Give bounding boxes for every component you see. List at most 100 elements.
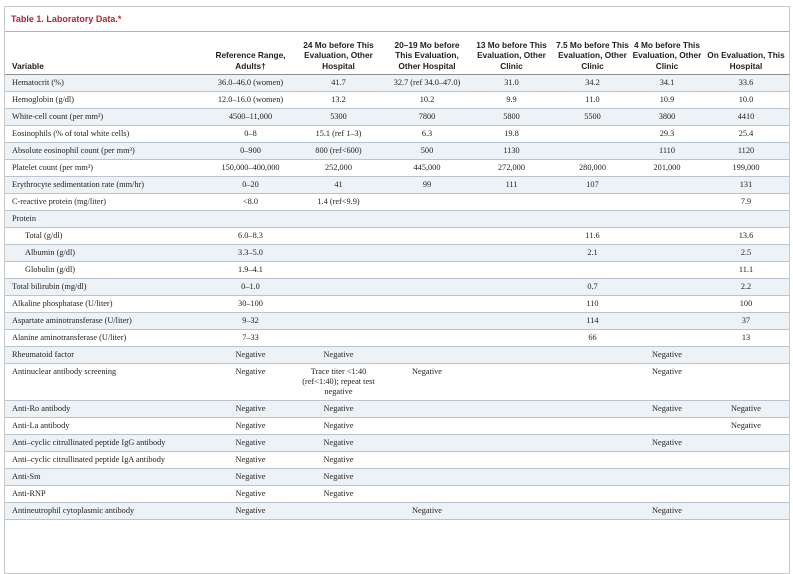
table-cell: Negative bbox=[652, 367, 682, 376]
table-cell: 2.2 bbox=[703, 278, 789, 296]
table-row: Eosinophils (% of total white cells) 0–8 1… bbox=[5, 126, 789, 143]
row-label: Globulin (g/dl) bbox=[25, 265, 76, 274]
table-frame: Table 1. Laboratory Data.* Variable Refe… bbox=[4, 6, 790, 574]
table-cell bbox=[385, 330, 469, 347]
table-cell: 0.7 bbox=[554, 278, 631, 296]
table-cell bbox=[385, 228, 469, 245]
row-label: C-reactive protein (mg/liter) bbox=[12, 197, 106, 206]
row-label: Platelet count (per mm³) bbox=[12, 163, 94, 172]
table-cell: 13 bbox=[741, 333, 751, 342]
table-cell bbox=[292, 228, 385, 245]
table-cell bbox=[554, 194, 631, 211]
row-label: Hematocrit (%) bbox=[5, 74, 209, 92]
table-row: Alkaline phosphatase (U/liter) 30–100 110 1… bbox=[5, 296, 789, 313]
table-cell bbox=[554, 486, 631, 503]
table-cell: 10.0 bbox=[738, 95, 754, 104]
table-cell bbox=[292, 278, 385, 296]
table-cell: Trace titer <1:40 (ref<1:40); repeat tes… bbox=[302, 367, 375, 396]
table-row: Anti-La antibody Negative Negative Negative bbox=[5, 418, 789, 435]
table-cell bbox=[385, 434, 469, 452]
table-cell: 30–100 bbox=[238, 299, 263, 308]
table-row: Anti–cyclic citrullinated peptide IgA an… bbox=[5, 452, 789, 469]
table-row: Alanine aminotransferase (U/liter) 7–33 66… bbox=[5, 330, 789, 347]
table-cell bbox=[703, 486, 789, 503]
table-cell: 5800 bbox=[469, 108, 554, 126]
table-cell bbox=[385, 278, 469, 296]
table-cell: 6.0–8.3 bbox=[238, 231, 263, 240]
table-cell: 7800 bbox=[385, 108, 469, 126]
table-cell bbox=[385, 418, 469, 435]
table-cell bbox=[631, 210, 703, 228]
table-cell: 2.5 bbox=[703, 244, 789, 262]
table-cell: 33.6 bbox=[703, 74, 789, 92]
table-cell: 3800 bbox=[631, 108, 703, 126]
table-cell bbox=[469, 418, 554, 435]
header-13mo: 13 Mo before This Evaluation, Other Clin… bbox=[469, 32, 554, 75]
table-row: Hemoglobin (g/dl) 12.0–16.0 (women) 13.2 10… bbox=[5, 92, 789, 109]
table-cell bbox=[292, 296, 385, 313]
row-label: Eosinophils (% of total white cells) bbox=[12, 129, 130, 138]
table-cell: Negative bbox=[631, 346, 703, 364]
table-cell: 34.2 bbox=[554, 74, 631, 92]
table-cell bbox=[292, 244, 385, 262]
table-cell: 280,000 bbox=[579, 163, 606, 172]
table-cell: 12.0–16.0 (women) bbox=[217, 95, 284, 104]
table-cell: Negative bbox=[412, 367, 442, 376]
table-cell: 800 (ref<600) bbox=[292, 142, 385, 160]
table-cell bbox=[703, 364, 789, 401]
table-row: Antinuclear antibody screening Negative Tr… bbox=[5, 364, 789, 401]
table-cell bbox=[554, 364, 631, 401]
row-label: Rheumatoid factor bbox=[5, 346, 209, 364]
table-cell bbox=[469, 278, 554, 296]
table-row: Platelet count (per mm³) 150,000–400,000 2… bbox=[5, 160, 789, 177]
row-label: Hemoglobin (g/dl) bbox=[12, 95, 74, 104]
table-cell: 37 bbox=[703, 312, 789, 330]
table-cell bbox=[385, 244, 469, 262]
table-cell: 32.7 (ref 34.0–47.0) bbox=[385, 74, 469, 92]
table-cell: Negative bbox=[292, 468, 385, 486]
lab-data-table: Variable Reference Range, Adults† 24 Mo … bbox=[5, 32, 789, 520]
row-label: Absolute eosinophil count (per mm³) bbox=[5, 142, 209, 160]
table-cell: Negative bbox=[731, 421, 761, 430]
table-cell: 114 bbox=[554, 312, 631, 330]
table-cell: 7.9 bbox=[740, 197, 752, 206]
table-cell bbox=[631, 418, 703, 435]
row-label: Total bilirubin (mg/dl) bbox=[5, 278, 209, 296]
table-cell bbox=[631, 194, 703, 211]
table-cell bbox=[469, 452, 554, 469]
table-cell: <8.0 bbox=[242, 197, 259, 206]
table-row: Anti–cyclic citrullinated peptide IgG an… bbox=[5, 434, 789, 452]
table-cell bbox=[469, 468, 554, 486]
table-cell bbox=[385, 452, 469, 469]
table-cell bbox=[631, 468, 703, 486]
table-cell: 99 bbox=[385, 176, 469, 194]
table-cell bbox=[631, 262, 703, 279]
table-cell: 2.1 bbox=[554, 244, 631, 262]
table-cell bbox=[703, 346, 789, 364]
table-cell: 25.4 bbox=[738, 129, 754, 138]
table-cell: 34.1 bbox=[631, 74, 703, 92]
table-cell bbox=[469, 502, 554, 520]
table-cell bbox=[469, 434, 554, 452]
table-cell: 3.3–5.0 bbox=[209, 244, 292, 262]
table-cell: 0–8 bbox=[244, 129, 257, 138]
table-cell bbox=[385, 400, 469, 418]
header-on-evaluation: On Evaluation, This Hospital bbox=[703, 32, 789, 75]
table-cell bbox=[554, 468, 631, 486]
table-cell bbox=[385, 262, 469, 279]
table-cell bbox=[385, 468, 469, 486]
table-cell: Negative bbox=[631, 400, 703, 418]
table-cell bbox=[292, 262, 385, 279]
table-cell bbox=[554, 400, 631, 418]
row-label: Anti-Sm bbox=[5, 468, 209, 486]
table-cell bbox=[554, 418, 631, 435]
table-cell bbox=[631, 452, 703, 469]
row-label: Alanine aminotransferase (U/liter) bbox=[12, 333, 127, 342]
table-cell bbox=[631, 176, 703, 194]
row-label: Albumin (g/dl) bbox=[5, 244, 209, 262]
table-cell: 0–900 bbox=[209, 142, 292, 160]
table-cell: Negative bbox=[323, 421, 354, 430]
table-row: Globulin (g/dl) 1.9–4.1 11.1 bbox=[5, 262, 789, 279]
table-cell: 15.1 (ref 1–3) bbox=[315, 129, 362, 138]
row-label: Erythrocyte sedimentation rate (mm/hr) bbox=[5, 176, 209, 194]
